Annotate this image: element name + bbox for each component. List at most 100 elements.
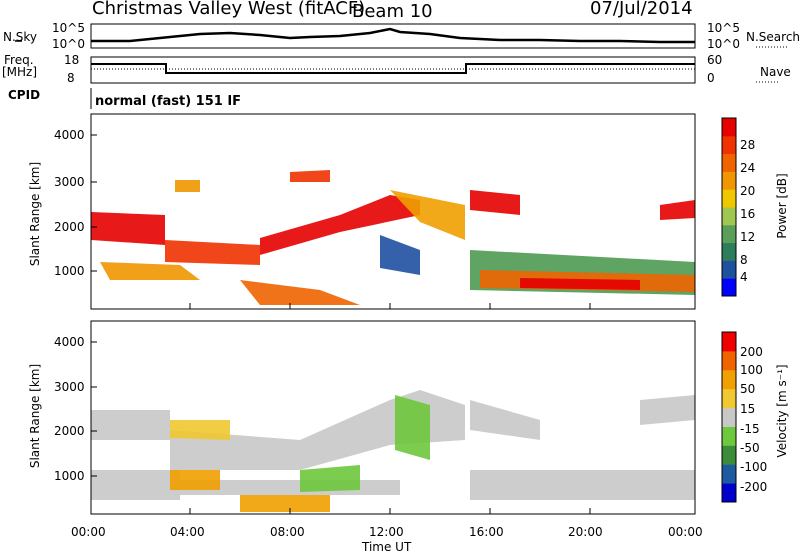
mode-text: normal (fast) 151 IF [95,94,242,109]
power-cb-tick: 4 [740,270,748,284]
velocity-ytick: 3000 [54,380,85,394]
beam-title: Beam 10 [352,1,433,22]
power-echo-region [380,235,420,275]
velocity-cb-tick: 50 [740,382,756,396]
velocity-echo-region [240,495,330,512]
power-colorbar-swatch [722,153,736,172]
xtick-label: 08:00 [270,525,305,539]
velocity-ytick: 1000 [54,469,85,483]
power-ytick: 3000 [54,175,85,189]
velocity-echo-region [395,395,430,460]
power-ytick: 4000 [54,128,85,142]
velocity-colorbar-swatch [722,426,736,446]
power-echo-region [100,262,200,280]
velocity-colorbar-swatch [722,483,736,503]
velocity-ytick: 2000 [54,424,85,438]
power-colorbar-swatch [722,135,736,155]
velocity-heatmap [91,390,695,512]
power-echo-region [165,240,260,265]
velocity-echo-region [91,410,170,440]
nsky-panel-frame [90,23,696,49]
power-ytick: 1000 [54,264,85,278]
xtick-label: 00:00 [668,525,703,539]
power-colorbar-swatch [722,171,736,190]
power-echo-region [390,190,465,240]
velocity-cb-tick: 200 [740,345,763,359]
velocity-colorbar-swatch [722,388,736,409]
velocity-colorbar-swatch [722,332,736,352]
power-colorbar-swatch [722,189,736,208]
velocity-cb-tick: 15 [740,402,756,416]
velocity-colorbar-swatch [722,464,736,484]
velocity-echo-region [170,420,230,440]
power-colorbar-swatch [722,260,736,279]
velocity-echo-region [470,400,540,440]
velocity-ytick: 4000 [54,335,85,349]
freq-label-2: [MHz] [2,65,38,79]
power-colorbar-swatch [722,278,736,297]
power-echo-region [175,180,200,192]
power-cb-tick: 12 [740,230,756,244]
nave-tick-low: 0 [707,71,715,85]
power-colorbar [722,118,736,297]
freq-label-1: Freq. [4,53,34,67]
axis-ticks [90,134,696,514]
station-title: Christmas Valley West (fitACF) [92,0,366,19]
power-echo-region [470,190,520,215]
power-colorbar-swatch [722,242,736,261]
freq-panel-frame [90,56,696,84]
nave-tick-high: 60 [707,53,723,67]
velocity-echo-region [300,465,360,492]
power-cb-tick: 24 [740,161,756,175]
nsky-tick-high: 10^5 [52,21,85,35]
velocity-colorbar-swatch [722,407,736,427]
velocity-echo-region [170,470,220,490]
freq-tick-high: 18 [64,53,80,67]
power-echo-region [660,200,695,220]
freq-tick-low: 8 [67,71,75,85]
velocity-colorbar-swatch [722,445,736,465]
power-cb-tick: 8 [740,253,748,267]
freq-series-line [91,63,695,74]
nsky-label: N.Sky [3,30,38,44]
velocity-cb-tick: 100 [740,363,763,377]
velocity-colorbar-frame [721,331,737,503]
velocity-cb-tick: -100 [740,460,768,474]
nsky-tick-low: 10^0 [52,37,85,51]
cpid-label: CPID [8,88,41,102]
velocity-panel-frame [90,320,696,515]
velocity-cb-tick: -200 [740,480,768,494]
velocity-cb-tick: -50 [740,441,760,455]
power-echo-region [240,280,360,305]
velocity-echo-region [470,470,695,500]
nsearch-label: N.Search [746,30,800,44]
xtick-label: 16:00 [469,525,504,539]
date-title: 07/Jul/2014 [590,0,693,19]
power-colorbar-swatch [722,207,736,226]
xtick-label: 12:00 [369,525,404,539]
power-colorbar-swatch [722,118,736,137]
velocity-colorbar-swatch [722,350,736,371]
power-cb-tick: 20 [740,184,756,198]
power-echo-region [91,212,165,245]
xaxis-label: Time UT [362,540,412,554]
velocity-colorbar [722,332,736,503]
power-echo-region [520,278,640,290]
power-panel-frame [90,113,696,310]
power-heatmap [91,170,695,305]
nsky-series-line [91,27,695,44]
xtick-label: 04:00 [170,525,205,539]
nsearch-tick-low: 10^0 [707,37,740,51]
velocity-cb-tick: -15 [740,422,760,436]
velocity-colorbar-swatch [722,369,736,390]
xtick-label: 20:00 [568,525,603,539]
power-colorbar-frame [721,117,737,297]
power-cb-tick: 28 [740,138,756,152]
power-colorbar-swatch [722,224,736,244]
nave-label: Nave [760,65,791,79]
power-ytick: 2000 [54,220,85,234]
velocity-echo-region [170,390,465,470]
xtick-label: 00:00 [71,525,106,539]
power-echo-region [290,170,330,182]
